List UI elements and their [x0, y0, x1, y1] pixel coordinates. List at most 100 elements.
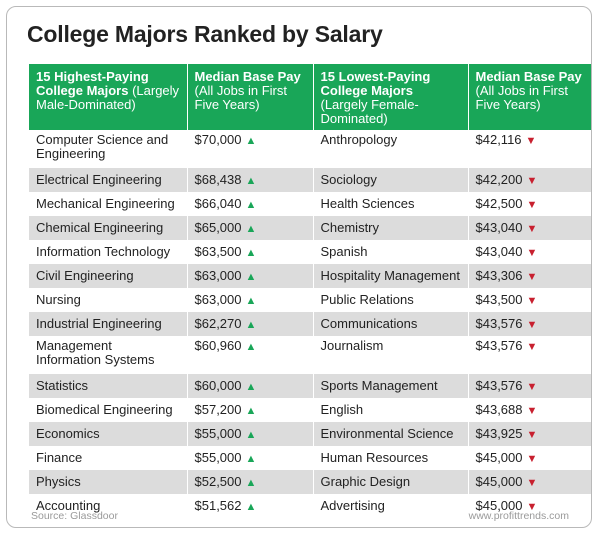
- high-pay-cell: $65,000 ▲: [187, 216, 314, 240]
- high-major-cell: Computer Science and Engineering: [29, 130, 188, 168]
- low-major-cell: Sports Management: [313, 374, 469, 398]
- high-pay-cell: $70,000 ▲: [187, 130, 314, 168]
- triangle-up-icon: ▲: [245, 246, 257, 259]
- high-pay-cell: $66,040 ▲: [187, 192, 314, 216]
- triangle-up-icon: ▲: [245, 500, 257, 513]
- low-pay-cell: $43,576 ▼: [468, 312, 591, 336]
- header-low-pay: Median Base Pay (All Jobs in First Five …: [468, 64, 591, 130]
- triangle-down-icon: ▼: [526, 174, 538, 187]
- low-major-cell: English: [313, 398, 469, 422]
- triangle-down-icon: ▼: [526, 270, 538, 283]
- low-pay-cell: $42,200 ▼: [468, 168, 591, 192]
- high-major-cell: Information Technology: [29, 240, 188, 264]
- high-major-cell: Electrical Engineering: [29, 168, 188, 192]
- high-pay-cell: $55,000 ▲: [187, 422, 314, 446]
- low-pay-cell: $43,925 ▼: [468, 422, 591, 446]
- triangle-up-icon: ▲: [245, 270, 257, 283]
- table-row: Electrical Engineering $68,438 ▲ Sociology $…: [29, 168, 591, 192]
- table-row: Computer Science and Engineering $70,000 ▲…: [29, 130, 591, 168]
- triangle-up-icon: ▲: [245, 174, 257, 187]
- low-major-cell: Health Sciences: [313, 192, 469, 216]
- table-row: Accounting $51,562 ▲ Advertising $45,000 ▼: [29, 494, 591, 518]
- triangle-up-icon: ▲: [245, 428, 257, 441]
- low-major-cell: Human Resources: [313, 446, 469, 470]
- low-major-cell: Communications: [313, 312, 469, 336]
- table-row: Economics $55,000 ▲ Environmental Science $4…: [29, 422, 591, 446]
- high-major-cell: Biomedical Engineering: [29, 398, 188, 422]
- high-pay-cell: $57,200 ▲: [187, 398, 314, 422]
- table-row: Management Information Systems $60,960 ▲ Jo…: [29, 336, 591, 374]
- low-major-cell: Journalism: [313, 336, 469, 374]
- triangle-down-icon: ▼: [526, 318, 538, 331]
- high-pay-cell: $68,438 ▲: [187, 168, 314, 192]
- high-major-cell: Nursing: [29, 288, 188, 312]
- table-row: Biomedical Engineering $57,200 ▲ English $43…: [29, 398, 591, 422]
- high-pay-cell: $60,000 ▲: [187, 374, 314, 398]
- table-row: Statistics $60,000 ▲ Sports Management $43,5…: [29, 374, 591, 398]
- low-major-cell: Public Relations: [313, 288, 469, 312]
- low-pay-cell: $45,000 ▼: [475, 497, 538, 513]
- high-major-cell: Mechanical Engineering: [29, 192, 188, 216]
- triangle-down-icon: ▼: [526, 198, 538, 211]
- triangle-up-icon: ▲: [245, 452, 257, 465]
- triangle-up-icon: ▲: [245, 222, 257, 235]
- table-row: Information Technology $63,500 ▲ Spanish $43…: [29, 240, 591, 264]
- high-major-cell: Management Information Systems: [29, 336, 188, 374]
- table-row: Industrial Engineering $62,270 ▲ Communicat…: [29, 312, 591, 336]
- triangle-down-icon: ▼: [526, 404, 538, 417]
- table-row: Nursing $63,000 ▲ Public Relations $43,500 ▼: [29, 288, 591, 312]
- triangle-up-icon: ▲: [245, 318, 257, 331]
- high-pay-cell: $63,000 ▲: [187, 288, 314, 312]
- low-pay-cell: $43,688 ▼: [475, 401, 538, 417]
- triangle-down-icon: ▼: [526, 428, 538, 441]
- low-major-cell: Graphic Design: [313, 470, 469, 494]
- low-pay-cell: $42,500 ▼: [475, 195, 538, 211]
- low-major-cell: Chemistry: [313, 216, 469, 240]
- low-major-cell: Environmental Science: [313, 422, 469, 446]
- triangle-down-icon: ▼: [526, 246, 538, 259]
- triangle-up-icon: ▲: [245, 380, 257, 393]
- triangle-down-icon: ▼: [526, 500, 538, 513]
- triangle-up-icon: ▲: [245, 476, 257, 489]
- low-pay-cell: $43,500 ▼: [475, 291, 538, 307]
- low-pay-cell: $45,000 ▼: [475, 449, 538, 465]
- triangle-down-icon: ▼: [526, 380, 538, 393]
- header-row: 15 Highest-Paying College Majors (Largel…: [29, 64, 591, 130]
- low-pay-cell: $43,040 ▼: [468, 216, 591, 240]
- triangle-up-icon: ▲: [245, 294, 257, 307]
- source-note: Source: Glassdoor: [31, 510, 118, 522]
- low-pay-cell: $43,576 ▼: [468, 374, 591, 398]
- chart-card: College Majors Ranked by Salary 15 Highe…: [6, 6, 592, 528]
- high-pay-cell: $52,500 ▲: [187, 470, 314, 494]
- salary-table: 15 Highest-Paying College Majors (Largel…: [29, 64, 591, 518]
- triangle-down-icon: ▼: [526, 476, 538, 489]
- table-body: Computer Science and Engineering $70,000 ▲…: [29, 130, 591, 518]
- triangle-down-icon: ▼: [526, 452, 538, 465]
- high-major-cell: Finance: [29, 446, 188, 470]
- low-pay-cell: $42,116 ▼: [475, 132, 537, 148]
- triangle-down-icon: ▼: [525, 135, 537, 147]
- website-credit: www.profittrends.com: [468, 510, 569, 522]
- high-major-cell: Accounting: [29, 494, 188, 518]
- triangle-up-icon: ▲: [245, 341, 257, 353]
- triangle-down-icon: ▼: [526, 222, 538, 235]
- high-pay-cell: $55,000 ▲: [187, 446, 314, 470]
- header-high-pay: Median Base Pay (All Jobs in First Five …: [187, 64, 314, 130]
- low-major-cell: Spanish: [313, 240, 469, 264]
- low-pay-cell: $45,000 ▼: [468, 470, 591, 494]
- low-pay-cell: $43,040 ▼: [475, 243, 538, 259]
- high-pay-cell: $62,270 ▲: [187, 312, 314, 336]
- table-row: Physics $52,500 ▲ Graphic Design $45,000 ▼: [29, 470, 591, 494]
- triangle-down-icon: ▼: [526, 341, 538, 353]
- low-major-cell: Anthropology: [313, 130, 469, 168]
- triangle-up-icon: ▲: [245, 404, 257, 417]
- high-major-cell: Industrial Engineering: [29, 312, 188, 336]
- header-low-major: 15 Lowest-Paying College Majors (Largely…: [313, 64, 469, 130]
- table-row: Finance $55,000 ▲ Human Resources $45,000 ▼: [29, 446, 591, 470]
- triangle-down-icon: ▼: [526, 294, 538, 307]
- high-major-cell: Physics: [29, 470, 188, 494]
- high-major-cell: Civil Engineering: [29, 264, 188, 288]
- table-row: Chemical Engineering $65,000 ▲ Chemistry $43…: [29, 216, 591, 240]
- header-high-major: 15 Highest-Paying College Majors (Largel…: [29, 64, 188, 130]
- high-major-cell: Chemical Engineering: [29, 216, 188, 240]
